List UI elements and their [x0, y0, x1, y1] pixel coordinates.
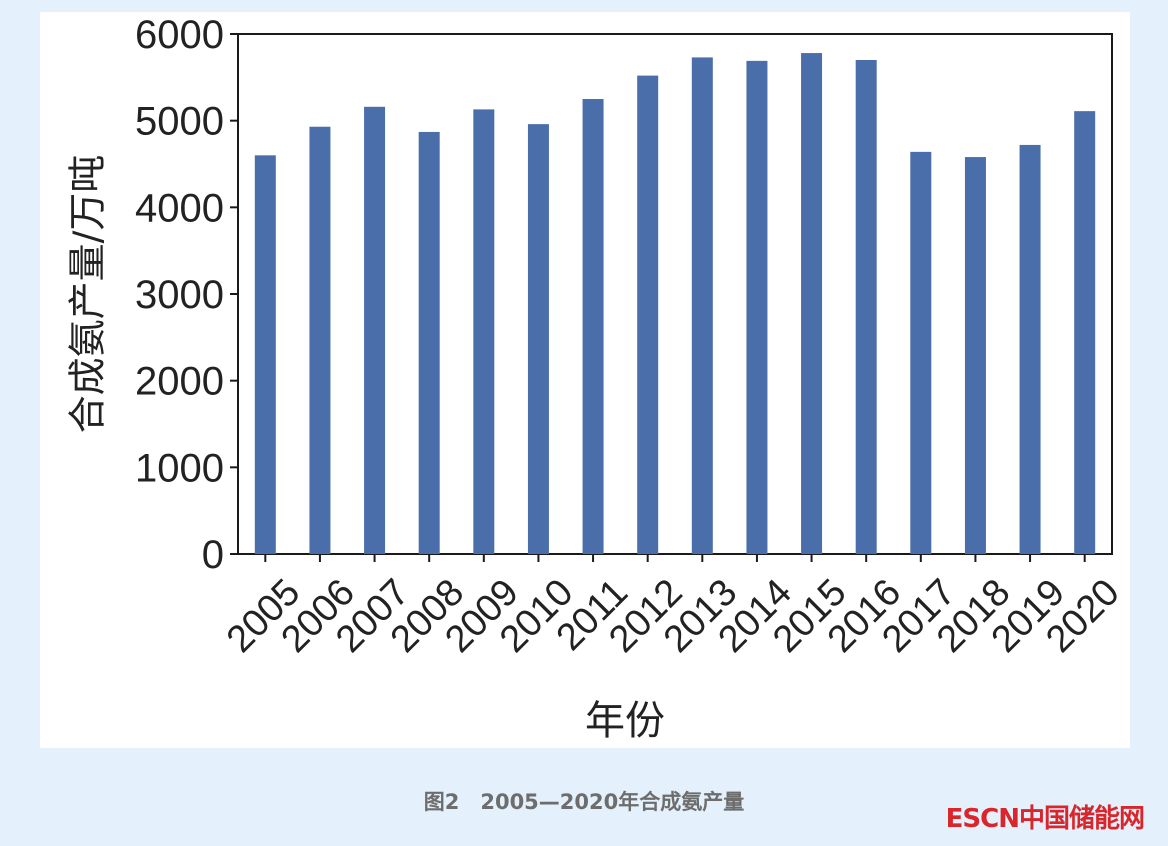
bar-2019: [1019, 144, 1041, 554]
chart-panel: 0 1000 2000 3000 4000 5000 6000 2005 2006 2007 20…: [40, 12, 1130, 748]
bar-2009: [473, 109, 495, 555]
y-tick-label: 0: [202, 533, 224, 577]
y-tick-label: 2000: [135, 360, 224, 404]
y-tick-label: 6000: [135, 13, 224, 57]
bar-2010: [527, 124, 549, 554]
bar-chart: 0 1000 2000 3000 4000 5000 6000 20052006200720…: [66, 13, 1128, 744]
bar-2011: [582, 99, 604, 554]
y-axis: 0 1000 2000 3000 4000 5000 6000: [135, 13, 238, 577]
bar-2007: [364, 106, 386, 555]
y-axis-label: 合成氨产量/万吨: [66, 155, 110, 434]
bars: [254, 53, 1096, 555]
bar-2014: [746, 60, 768, 554]
bar-2012: [637, 75, 659, 554]
bar-2015: [801, 53, 823, 555]
bar-2008: [418, 131, 440, 554]
y-tick-label: 1000: [135, 446, 224, 490]
bar-2016: [855, 60, 877, 554]
y-tick-label: 5000: [135, 100, 224, 144]
site-watermark-logo: ESCN中国储能网: [945, 804, 1145, 834]
bar-2017: [910, 151, 932, 554]
x-axis: 2005200620072008200920102011201220132014…: [219, 554, 1128, 661]
bar-2005: [254, 155, 276, 555]
figure-caption: 图2 2005—2020年合成氨产量: [423, 790, 745, 814]
bar-2020: [1074, 111, 1096, 554]
bar-2006: [309, 126, 331, 554]
x-axis-label: 年份: [585, 698, 665, 744]
bar-2018: [964, 157, 986, 555]
y-tick-label: 4000: [135, 186, 224, 230]
y-tick-label: 3000: [135, 273, 224, 317]
bar-2013: [691, 57, 713, 555]
